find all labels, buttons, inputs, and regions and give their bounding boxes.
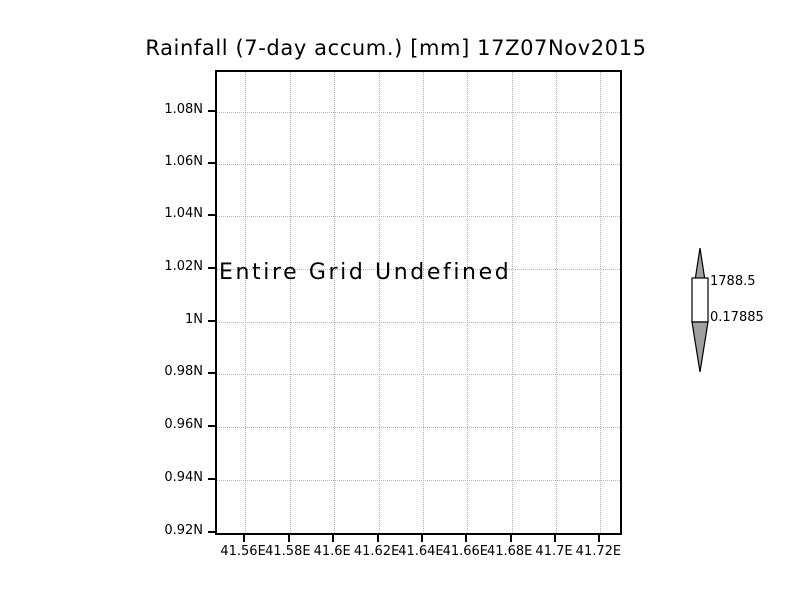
x-axis-tick bbox=[287, 535, 290, 542]
colorbar-bottom-arrow bbox=[691, 321, 709, 373]
x-axis-tick bbox=[243, 535, 246, 542]
y-axis-tick bbox=[208, 477, 215, 480]
colorbar-min-label: 0.17885 bbox=[710, 310, 764, 325]
y-axis-label: 1.08N bbox=[164, 101, 203, 117]
x-axis-label: 41.62E bbox=[353, 544, 400, 559]
y-axis-label: 1.06N bbox=[164, 154, 203, 170]
gridline-vertical bbox=[422, 72, 424, 533]
gridline-horizontal bbox=[217, 426, 620, 428]
x-axis-label: 41.6E bbox=[313, 544, 351, 559]
gridline-horizontal bbox=[217, 479, 620, 481]
x-axis-label: 41.66E bbox=[442, 544, 489, 559]
y-axis-tick bbox=[208, 109, 215, 112]
plot-area: Entire Grid Undefined bbox=[215, 70, 622, 535]
x-axis-label: 41.64E bbox=[398, 544, 444, 559]
page-title: Rainfall (7-day accum.) [mm] 17Z07Nov201… bbox=[145, 36, 647, 60]
entire-grid-undefined-message: Entire Grid Undefined bbox=[219, 260, 512, 285]
gridline-horizontal bbox=[217, 111, 620, 113]
y-axis-tick bbox=[208, 530, 215, 533]
y-axis-tick bbox=[208, 162, 215, 165]
y-axis-tick bbox=[208, 424, 215, 427]
colorbar-middle-box bbox=[691, 277, 709, 323]
x-axis-label: 41.56E bbox=[220, 544, 266, 559]
gridline-vertical bbox=[467, 72, 469, 533]
y-axis-label: 1N bbox=[185, 312, 203, 328]
x-axis-tick bbox=[554, 535, 557, 542]
y-axis-label: 0.94N bbox=[164, 469, 203, 485]
gridline-vertical bbox=[511, 72, 513, 533]
y-axis-tick bbox=[208, 320, 215, 323]
gridline-vertical bbox=[245, 72, 247, 533]
gridline-horizontal bbox=[217, 374, 620, 376]
x-axis-tick bbox=[376, 535, 379, 542]
y-axis-label: 0.92N bbox=[164, 522, 203, 538]
y-axis-label: 1.04N bbox=[164, 206, 203, 222]
gridline-horizontal bbox=[217, 164, 620, 166]
gridline-horizontal bbox=[217, 532, 620, 533]
x-axis-label: 41.72E bbox=[575, 544, 622, 559]
gridline-vertical bbox=[600, 72, 602, 533]
colorbar-shape bbox=[691, 247, 709, 373]
gridline-vertical bbox=[289, 72, 291, 533]
y-axis-tick bbox=[208, 372, 215, 375]
y-axis-label: 1.02N bbox=[164, 259, 203, 275]
gridline-horizontal bbox=[217, 216, 620, 218]
y-axis-tick bbox=[208, 267, 215, 270]
x-axis-label: 41.7E bbox=[535, 544, 573, 559]
colorbar: 1788.5 0.17885 bbox=[686, 247, 764, 373]
y-axis-tick bbox=[208, 214, 215, 217]
y-axis-label: 0.96N bbox=[164, 416, 203, 432]
x-axis-label: 41.68E bbox=[486, 544, 533, 559]
x-axis-label: 41.58E bbox=[265, 544, 311, 559]
y-axis-label: 0.98N bbox=[164, 364, 203, 380]
x-axis-tick bbox=[332, 535, 335, 542]
x-axis-tick bbox=[598, 535, 601, 542]
gridline-horizontal bbox=[217, 322, 620, 324]
gridline-horizontal bbox=[217, 269, 620, 271]
x-axis-tick bbox=[420, 535, 423, 542]
colorbar-max-label: 1788.5 bbox=[710, 274, 756, 289]
gridline-vertical bbox=[378, 72, 380, 533]
gridline-vertical bbox=[334, 72, 336, 533]
x-axis-tick bbox=[465, 535, 468, 542]
gridline-vertical bbox=[556, 72, 558, 533]
x-axis-tick bbox=[509, 535, 512, 542]
